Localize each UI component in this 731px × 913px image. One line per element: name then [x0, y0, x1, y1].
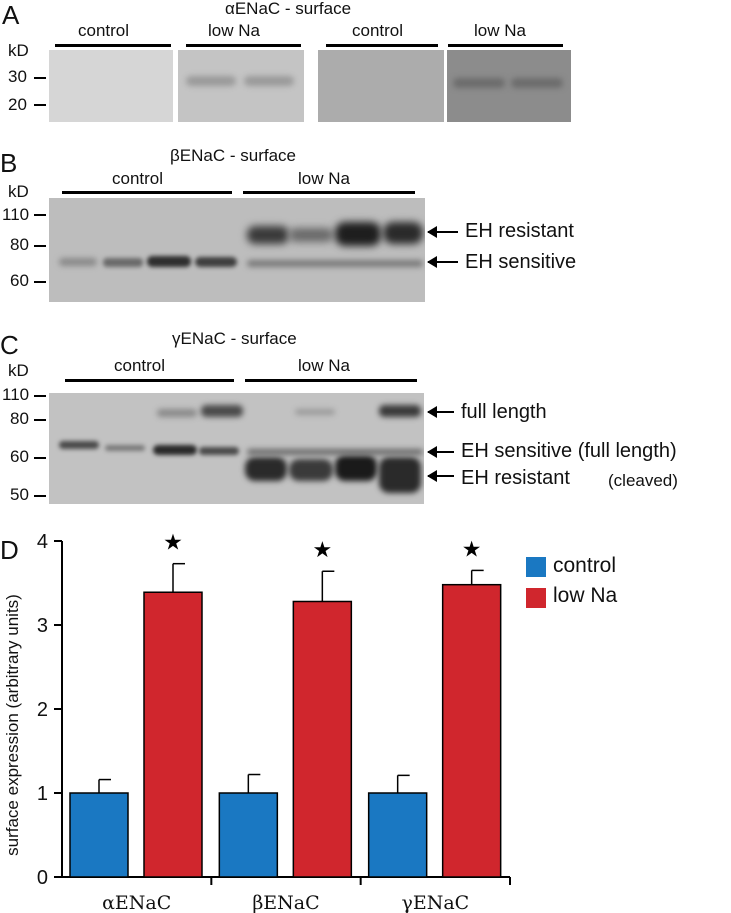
panel-c-arrow-eh-resistant [427, 470, 454, 482]
panel-c-group-line-1 [65, 379, 234, 382]
panel-b-title: βENaC - surface [170, 146, 296, 165]
panel-c-blot [49, 393, 424, 504]
panel-c-group-label-1: control [114, 356, 166, 375]
legend-label-control: control [553, 554, 617, 577]
panel-b-marker-110: 110 [2, 205, 30, 224]
bar-lowna [441, 583, 502, 878]
panel-c-tick-60 [34, 457, 46, 459]
panel-c-annotation-eh-resistant: EH resistant [461, 467, 570, 489]
bar-control [69, 792, 129, 878]
panel-c-marker-60: 60 [10, 447, 29, 466]
panel-b-group-line-2 [243, 191, 415, 194]
panel-b-kd-label: kD [8, 182, 29, 201]
panel-c-group-label-2: low Na [298, 356, 350, 375]
panel-letter-a: A [2, 0, 20, 30]
panel-a-tick-30 [34, 77, 46, 79]
panel-a-group-label-2: low Na [208, 21, 260, 40]
panel-b-tick-110 [34, 214, 46, 216]
panel-a-tick-20 [34, 104, 46, 106]
panel-b-marker-60: 60 [10, 271, 29, 290]
panel-a-marker-20: 20 [8, 95, 27, 114]
panel-c-title: γENaC - surface [172, 329, 297, 348]
panel-c-marker-80: 80 [10, 409, 29, 428]
panel-a-group-line-2 [186, 44, 301, 47]
bar-control [218, 792, 279, 878]
panel-b-group-label-1: control [112, 169, 164, 188]
bar-lowna [143, 591, 203, 878]
y-tick-label: 0 [37, 867, 48, 889]
panel-b-group-line-1 [62, 191, 232, 194]
y-tick-label: 1 [37, 783, 48, 805]
panel-c-marker-110: 110 [2, 385, 30, 404]
significance-star: ★ [312, 538, 332, 563]
panel-letter-d: D [0, 535, 19, 565]
panel-c-annotation-eh-sensitive: EH sensitive (full length) [461, 440, 677, 462]
panel-a-group-label-4: low Na [474, 21, 526, 40]
panel-a-kd-label: kD [8, 41, 29, 60]
panel-letter-b: B [0, 148, 18, 178]
bar-lowna [292, 600, 353, 878]
panel-b-arrow-eh-sensitive [427, 256, 458, 268]
bar-control [367, 792, 428, 878]
panel-b-marker-80: 80 [10, 235, 29, 254]
y-tick-label: 4 [37, 531, 48, 553]
panel-c-arrow-full-length [427, 406, 454, 418]
panel-c-group-line-2 [245, 379, 417, 382]
panel-b-tick-80 [34, 245, 46, 247]
panel-a-group-line-3 [326, 44, 438, 47]
legend-swatch-lowna [526, 588, 546, 608]
panel-c-arrow-eh-sensitive [427, 446, 454, 458]
panel-c-tick-110 [34, 395, 46, 397]
panel-b-arrow-eh-resistant [427, 226, 458, 238]
panel-a-marker-30: 30 [8, 67, 27, 86]
panel-b-blot [49, 198, 425, 302]
panel-c-annotation-cleaved: (cleaved) [608, 471, 678, 490]
y-tick-label: 3 [37, 615, 48, 637]
panel-c-kd-label: kD [8, 361, 29, 380]
panel-b-group-label-2: low Na [298, 169, 350, 188]
panel-a-blot-control-1 [49, 50, 173, 122]
y-tick-label: 2 [37, 699, 48, 721]
panel-c-marker-50: 50 [10, 485, 29, 504]
x-tick-label: γENaC [401, 892, 469, 913]
significance-star: ★ [462, 537, 482, 562]
panel-a-group-line-4 [448, 44, 563, 47]
panel-a-blot-lowna-2 [447, 50, 571, 122]
x-tick-label: βENaC [252, 892, 319, 913]
legend-label-lowna: low Na [553, 584, 618, 607]
panel-b-annotation-eh-sensitive: EH sensitive [465, 251, 577, 273]
panel-c-tick-80 [34, 419, 46, 421]
significance-star: ★ [163, 531, 183, 556]
x-tick-label: αENaC [102, 892, 171, 913]
panel-letter-c: C [0, 330, 19, 360]
panel-a-blot-lowna-1 [178, 50, 304, 122]
panel-a-group-line-1 [55, 44, 171, 47]
panel-a-group-label-3: control [352, 21, 404, 40]
legend-swatch-control [526, 557, 546, 577]
panel-a-blot-control-2 [318, 50, 444, 122]
panel-b-annotation-eh-resistant: EH resistant [465, 220, 574, 242]
panel-a-group-label-1: control [78, 21, 130, 40]
panel-b-tick-60 [34, 281, 46, 283]
panel-a-title: αENaC - surface [225, 0, 352, 18]
panel-c-tick-50 [34, 495, 46, 497]
panel-c-annotation-full-length: full length [461, 401, 547, 423]
